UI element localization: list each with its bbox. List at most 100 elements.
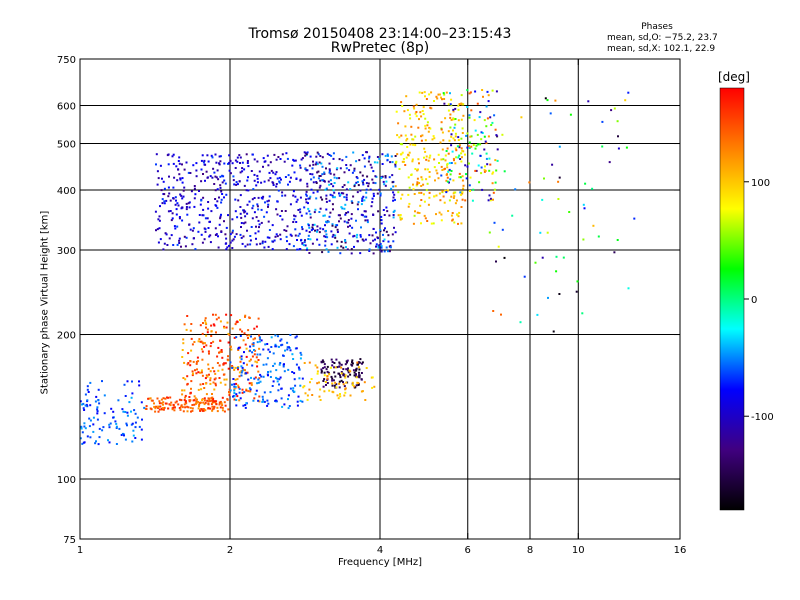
data-point xyxy=(304,168,307,170)
data-point xyxy=(402,158,405,160)
data-point xyxy=(196,368,198,371)
data-point xyxy=(333,384,336,387)
data-point xyxy=(295,347,298,350)
data-point xyxy=(485,105,488,108)
data-point xyxy=(528,181,531,184)
data-point xyxy=(216,206,219,209)
data-point xyxy=(167,153,170,156)
data-point xyxy=(132,429,135,432)
data-point xyxy=(301,242,304,245)
data-point xyxy=(174,203,177,206)
data-point xyxy=(411,158,414,161)
data-point xyxy=(216,169,219,172)
data-point xyxy=(453,139,456,142)
data-point xyxy=(417,158,420,161)
data-point xyxy=(412,143,415,146)
data-point xyxy=(346,369,349,372)
data-point xyxy=(268,171,271,174)
data-point xyxy=(469,176,472,179)
data-point xyxy=(295,200,298,203)
data-point xyxy=(344,213,347,216)
data-point xyxy=(263,180,266,183)
data-point xyxy=(98,402,101,405)
data-point xyxy=(442,139,445,142)
data-point xyxy=(259,373,262,376)
data-point xyxy=(226,358,229,361)
data-point xyxy=(440,158,443,161)
data-point xyxy=(236,156,239,159)
data-point xyxy=(495,169,498,172)
data-point xyxy=(245,347,248,350)
data-point xyxy=(205,170,208,173)
data-point xyxy=(201,341,204,344)
data-point xyxy=(130,410,132,413)
data-point xyxy=(205,344,208,347)
data-point xyxy=(355,376,358,379)
data-point xyxy=(407,193,410,196)
data-point xyxy=(336,228,339,231)
data-point xyxy=(358,368,361,371)
data-point xyxy=(190,349,193,352)
data-point xyxy=(457,156,460,159)
data-point xyxy=(288,243,291,246)
data-point xyxy=(112,410,115,413)
data-point xyxy=(333,176,336,179)
data-point xyxy=(466,106,469,108)
data-point xyxy=(240,371,243,374)
data-point xyxy=(160,398,163,401)
data-point xyxy=(86,385,89,388)
data-point xyxy=(461,149,464,152)
data-point xyxy=(260,375,263,378)
data-point xyxy=(209,382,212,385)
colorbar-unit-label: [deg] xyxy=(718,70,750,84)
data-point xyxy=(357,363,359,366)
data-point xyxy=(433,158,436,161)
data-point xyxy=(267,164,270,167)
data-point xyxy=(316,372,319,375)
data-point xyxy=(174,406,176,409)
data-point xyxy=(399,216,402,219)
data-point xyxy=(183,186,186,189)
data-point xyxy=(400,217,403,220)
data-point xyxy=(417,168,419,171)
data-point xyxy=(230,348,233,351)
data-point xyxy=(153,405,156,408)
data-point xyxy=(280,397,283,400)
data-point xyxy=(331,223,334,226)
data-point xyxy=(282,354,284,357)
data-point xyxy=(236,183,239,186)
data-point xyxy=(305,190,308,193)
data-point xyxy=(241,391,244,394)
data-point xyxy=(255,389,258,392)
data-point xyxy=(326,236,329,239)
data-point xyxy=(423,91,426,94)
data-point xyxy=(241,170,244,173)
data-point xyxy=(239,206,242,208)
data-point xyxy=(95,440,97,443)
data-point xyxy=(286,157,289,160)
data-point xyxy=(257,381,260,384)
data-point xyxy=(541,256,544,259)
data-point xyxy=(217,316,220,319)
data-point xyxy=(291,371,294,373)
data-point xyxy=(485,152,488,155)
data-point xyxy=(295,363,298,366)
data-point xyxy=(211,176,214,179)
data-point xyxy=(514,188,517,191)
data-point xyxy=(450,98,453,101)
data-point xyxy=(495,260,497,263)
data-point xyxy=(450,195,453,198)
data-point xyxy=(339,214,341,217)
data-point xyxy=(400,197,402,200)
data-point xyxy=(187,171,190,174)
data-point xyxy=(328,199,331,202)
data-point xyxy=(356,375,359,378)
data-point xyxy=(176,179,179,182)
data-point xyxy=(193,185,196,187)
data-point xyxy=(412,222,415,225)
data-point xyxy=(231,218,234,221)
data-point xyxy=(301,157,304,160)
data-point xyxy=(325,197,328,200)
